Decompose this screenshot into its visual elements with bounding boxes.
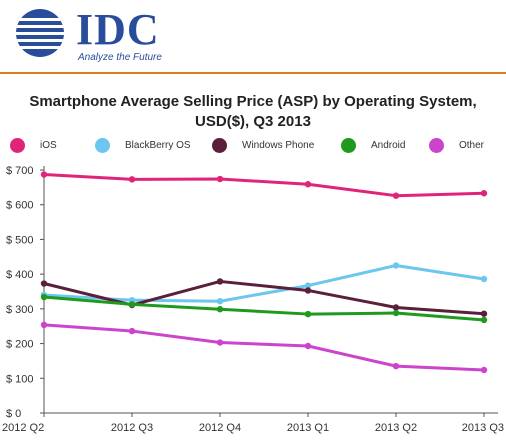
idc-globe-logo-icon bbox=[14, 9, 66, 57]
y-tick-label: $ 600 bbox=[6, 200, 34, 212]
series-line-android bbox=[43, 295, 485, 322]
logo-text: IDC bbox=[76, 5, 160, 54]
data-point-other bbox=[480, 366, 488, 374]
y-tick-label: $ 100 bbox=[6, 373, 34, 385]
data-point-ios bbox=[392, 192, 400, 199]
series-line-windows-phone bbox=[43, 279, 485, 316]
chart-series bbox=[40, 171, 488, 374]
data-point-ios bbox=[40, 171, 48, 178]
y-tick-label: $ 700 bbox=[6, 165, 34, 177]
data-point-blackberry-os bbox=[480, 275, 488, 283]
y-tick-label: $ 300 bbox=[6, 304, 34, 316]
x-tick-label: 2012 Q4 bbox=[199, 422, 241, 434]
legend-label-other: Other bbox=[459, 140, 485, 151]
chart-title-line2: USD($), Q3 2013 bbox=[195, 113, 311, 130]
data-point-android bbox=[128, 301, 136, 308]
y-tick-label: $ 500 bbox=[6, 234, 34, 246]
chart-title-line1: Smartphone Average Selling Price (ASP) b… bbox=[29, 93, 477, 110]
legend-label-ios: iOS bbox=[40, 140, 57, 151]
data-point-ios bbox=[480, 190, 488, 197]
data-point-other bbox=[128, 327, 136, 335]
legend-swatch-blackberry bbox=[95, 138, 110, 153]
y-tick-label: $ 0 bbox=[6, 408, 21, 420]
chart-title: Smartphone Average Selling Price (ASP) b… bbox=[0, 92, 506, 132]
data-point-android bbox=[304, 310, 312, 318]
legend-label-blackberry: BlackBerry OS bbox=[125, 140, 191, 151]
header-divider bbox=[0, 72, 506, 74]
y-tick-label: $ 400 bbox=[6, 269, 34, 281]
data-point-windows-phone bbox=[216, 278, 224, 285]
y-tick-label: $ 200 bbox=[6, 339, 34, 351]
x-tick-label: 2013 Q2 bbox=[375, 422, 417, 434]
legend-swatch-ios bbox=[10, 138, 25, 153]
series-line-other bbox=[43, 323, 485, 372]
logo-tagline: Analyze the Future bbox=[78, 52, 162, 63]
data-point-ios bbox=[216, 175, 224, 183]
data-point-windows-phone bbox=[392, 304, 400, 311]
x-tick-label: 2013 Q1 bbox=[287, 422, 329, 434]
legend-swatch-windows-phone bbox=[212, 138, 227, 153]
series-line-ios bbox=[43, 173, 485, 198]
data-point-android bbox=[40, 293, 48, 301]
data-point-blackberry-os bbox=[392, 262, 400, 269]
data-point-blackberry-os bbox=[304, 282, 312, 289]
data-point-windows-phone bbox=[40, 280, 48, 287]
data-point-windows-phone bbox=[480, 310, 488, 317]
legend-swatch-android bbox=[341, 138, 356, 153]
header: IDC Analyze the Future bbox=[0, 0, 506, 70]
x-tick-label: 2013 Q3 bbox=[462, 422, 504, 434]
data-point-blackberry-os bbox=[216, 298, 224, 305]
data-point-android bbox=[392, 309, 400, 317]
data-point-windows-phone bbox=[304, 287, 312, 294]
data-point-android bbox=[480, 316, 488, 324]
x-tick-label: 2012 Q2 bbox=[2, 422, 44, 434]
data-point-ios bbox=[304, 181, 312, 188]
data-point-other bbox=[216, 339, 224, 346]
legend-swatch-other bbox=[429, 138, 444, 153]
data-point-other bbox=[40, 321, 48, 329]
chart-axes: $ 0 $ 100 $ 200 $ 300 $ 400 $ 500 $ 600 $ 700 20… bbox=[2, 165, 504, 434]
data-point-android bbox=[216, 306, 224, 313]
legend-label-android: Android bbox=[371, 140, 406, 151]
data-point-ios bbox=[128, 176, 136, 183]
data-point-other bbox=[392, 362, 400, 370]
data-point-other bbox=[304, 342, 312, 350]
chart-legend: iOS BlackBerry OS Windows Phone Android … bbox=[10, 135, 506, 157]
x-tick-label: 2012 Q3 bbox=[111, 422, 153, 434]
legend-label-windows-phone: Windows Phone bbox=[242, 140, 315, 151]
series-line-blackberry-os bbox=[43, 263, 485, 303]
